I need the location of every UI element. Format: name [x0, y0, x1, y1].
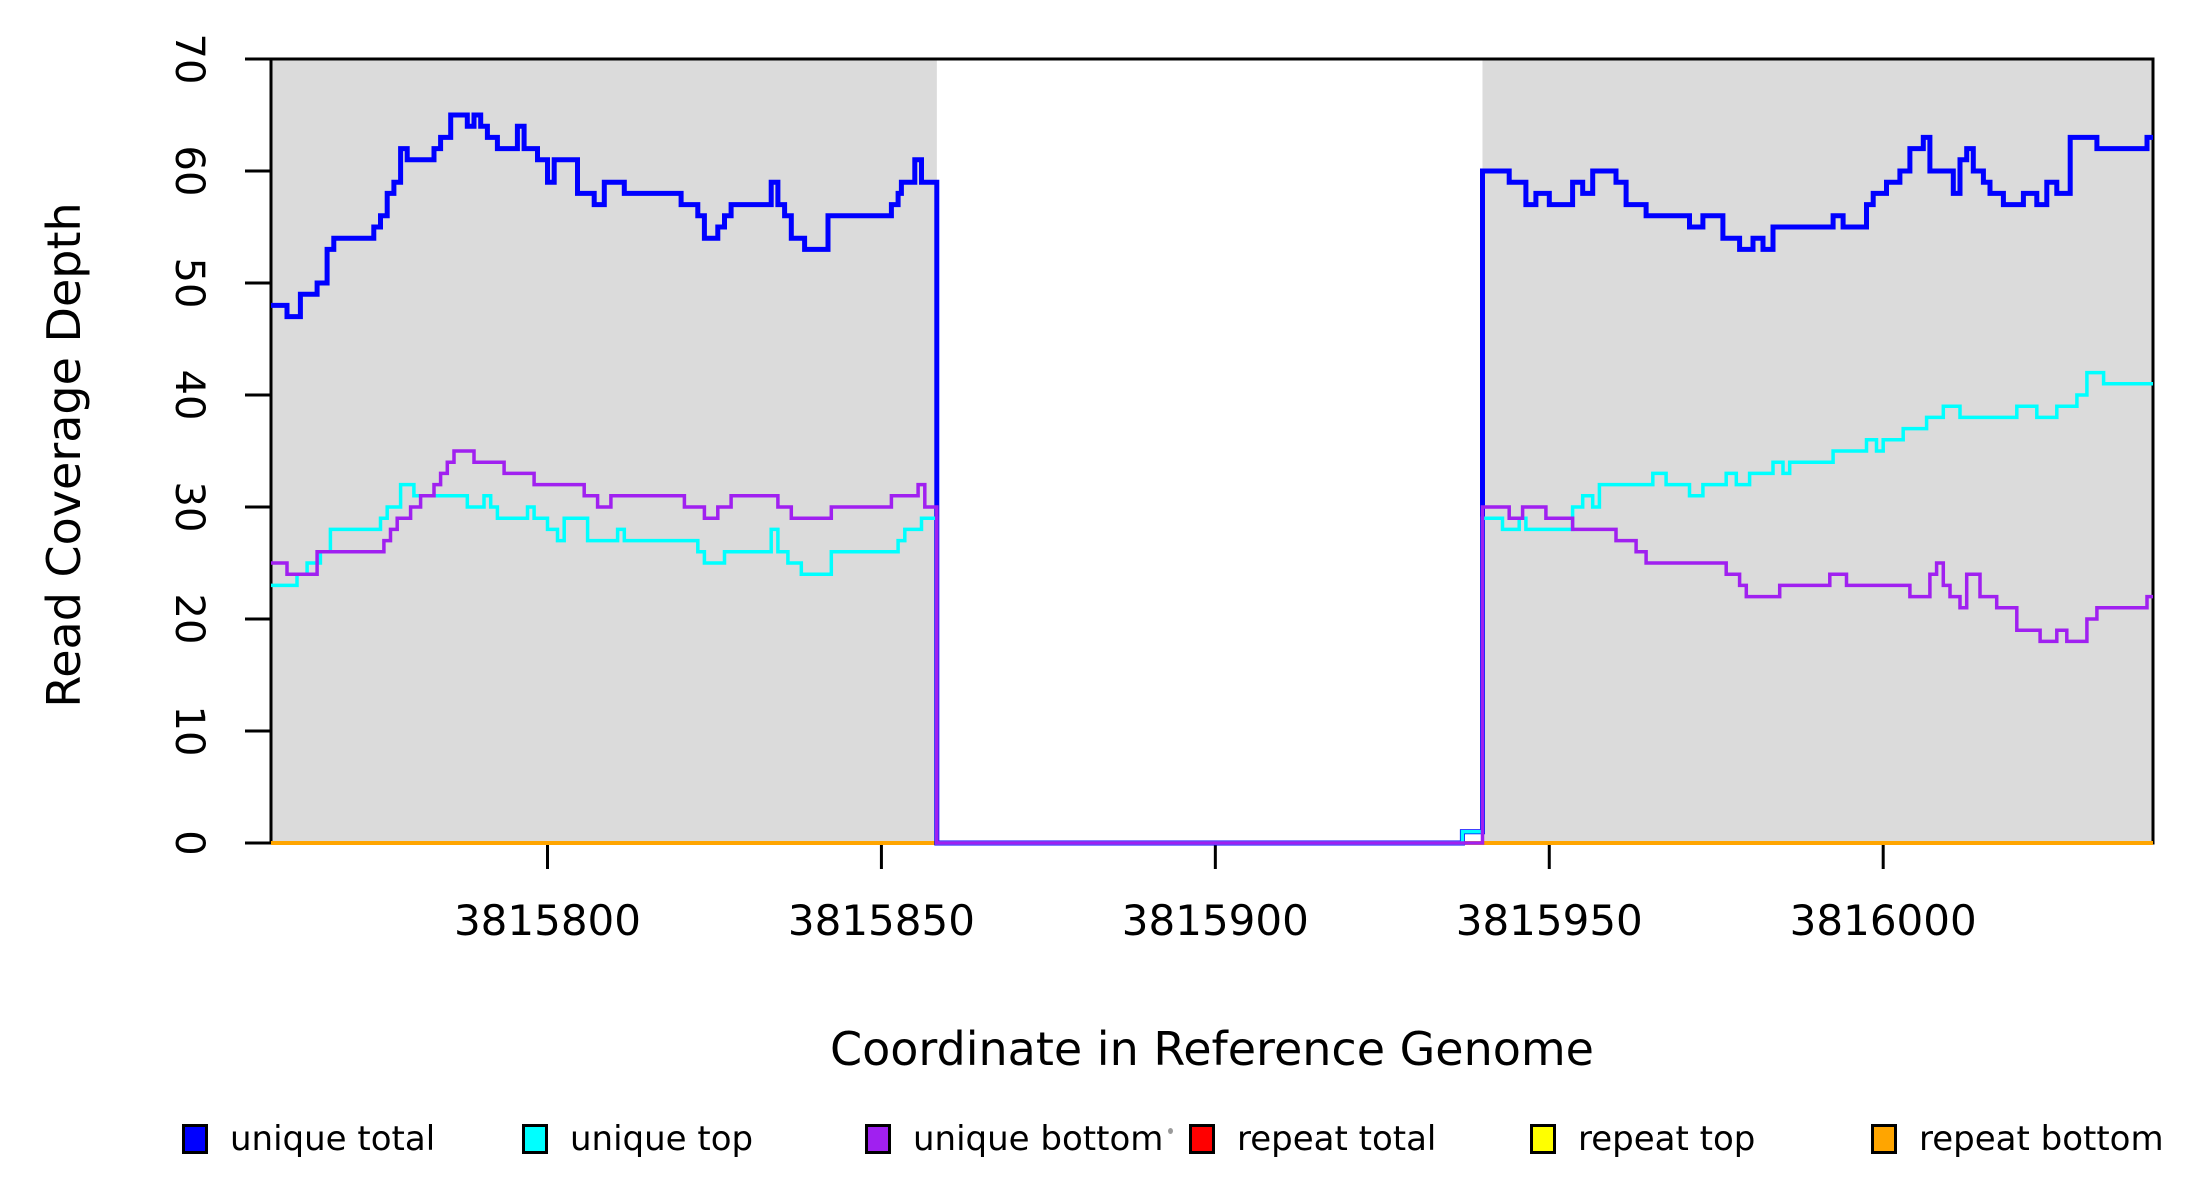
y-tick-label: 10: [166, 706, 212, 757]
repeat-bottom-swatch-icon: [1871, 1124, 1897, 1154]
mapped-region-shade: [271, 59, 937, 843]
y-tick-label: 30: [166, 482, 212, 533]
legend-item-repeat-total: repeat total: [1189, 1122, 1436, 1156]
unique-bottom-swatch-icon: [865, 1124, 891, 1154]
y-tick-label: 70: [166, 34, 212, 85]
x-tick-label: 3815950: [1456, 896, 1643, 945]
x-tick-label: 3815900: [1122, 896, 1309, 945]
legend-item-repeat-bottom: repeat bottom: [1871, 1122, 2164, 1156]
y-tick-label: 0: [166, 830, 212, 855]
legend-item-unique-top: unique top: [522, 1122, 753, 1156]
stray-dot-artifact: [1168, 1128, 1173, 1134]
legend-item-unique-total: unique total: [182, 1122, 435, 1156]
y-tick-label: 60: [166, 146, 212, 197]
y-axis-title: Read Coverage Depth: [37, 202, 91, 708]
x-tick-label: 3816000: [1790, 896, 1977, 945]
legend-item-repeat-top: repeat top: [1530, 1122, 1755, 1156]
legend-label: unique total: [230, 1119, 436, 1159]
y-tick-label: 40: [166, 370, 212, 421]
legend-label: unique bottom: [913, 1119, 1164, 1159]
x-tick-label: 3815850: [788, 896, 975, 945]
legend-label: repeat top: [1578, 1119, 1756, 1159]
x-axis-title: Coordinate in Reference Genome: [830, 1022, 1594, 1076]
legend-label: repeat total: [1237, 1119, 1437, 1159]
legend-item-unique-bottom: unique bottom: [865, 1122, 1163, 1156]
series-unique-bottom: [271, 449, 2153, 845]
unique-total-swatch-icon: [182, 1124, 208, 1154]
series-unique-top: [271, 370, 2153, 845]
legend-label: unique top: [570, 1119, 754, 1159]
legend-label: repeat bottom: [1919, 1119, 2164, 1159]
mapped-region-shade: [1482, 59, 2153, 843]
series-unique-total: [271, 112, 2153, 846]
x-tick-label: 3815800: [454, 896, 641, 945]
y-tick-label: 20: [166, 594, 212, 645]
repeat-top-swatch-icon: [1530, 1124, 1556, 1154]
unique-top-swatch-icon: [522, 1124, 548, 1154]
y-tick-label: 50: [166, 258, 212, 309]
repeat-total-swatch-icon: [1189, 1124, 1215, 1154]
